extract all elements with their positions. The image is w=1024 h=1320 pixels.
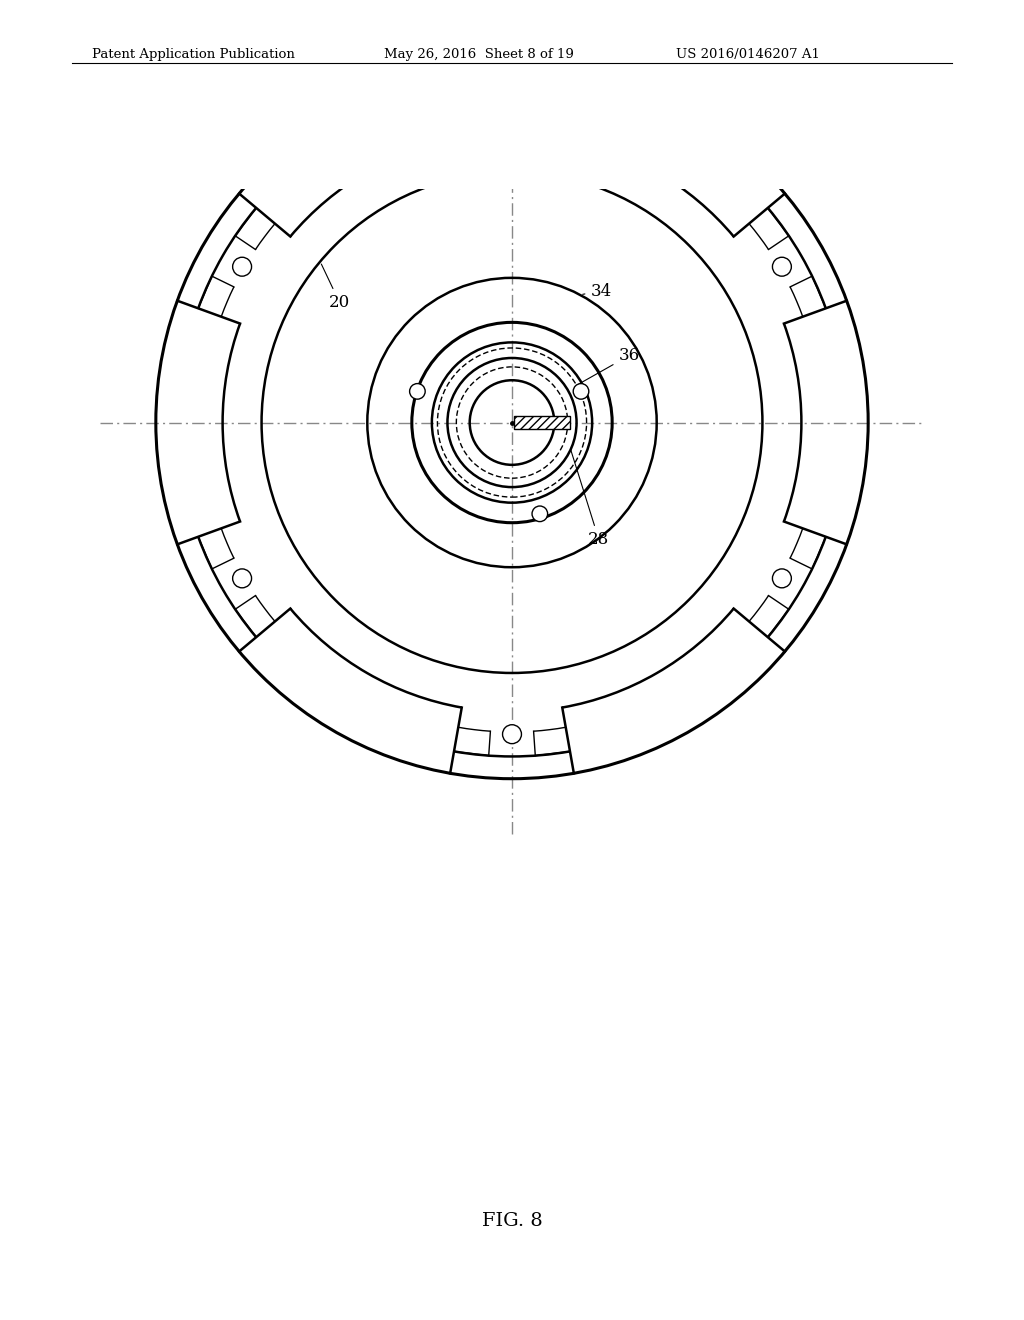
Bar bbox=[514, 416, 570, 429]
Text: 20: 20 bbox=[322, 264, 350, 310]
Circle shape bbox=[503, 725, 521, 743]
Bar bbox=[514, 416, 570, 429]
Text: FIG. 8: FIG. 8 bbox=[481, 1212, 543, 1230]
Text: 28: 28 bbox=[570, 450, 609, 548]
Circle shape bbox=[532, 506, 548, 521]
Circle shape bbox=[573, 384, 589, 399]
Text: 34: 34 bbox=[583, 282, 611, 300]
Text: 36: 36 bbox=[579, 347, 639, 384]
Circle shape bbox=[410, 384, 425, 399]
Circle shape bbox=[772, 569, 792, 587]
Text: Patent Application Publication: Patent Application Publication bbox=[92, 48, 295, 61]
Circle shape bbox=[772, 257, 792, 276]
Circle shape bbox=[503, 102, 521, 120]
Circle shape bbox=[232, 569, 252, 587]
Text: US 2016/0146207 A1: US 2016/0146207 A1 bbox=[676, 48, 820, 61]
Text: May 26, 2016  Sheet 8 of 19: May 26, 2016 Sheet 8 of 19 bbox=[384, 48, 573, 61]
Circle shape bbox=[232, 257, 252, 276]
